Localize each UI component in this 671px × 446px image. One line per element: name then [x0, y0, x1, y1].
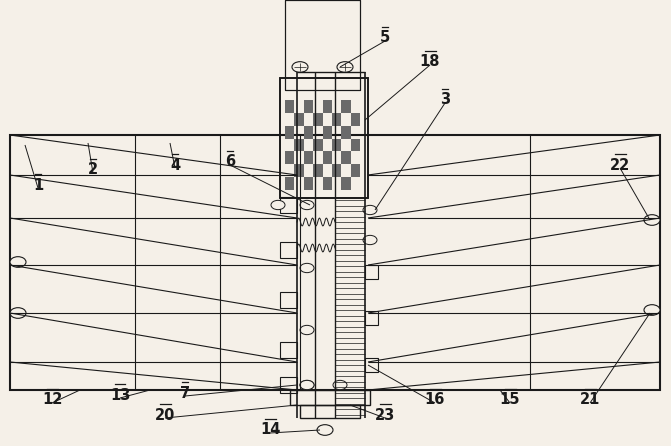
Bar: [280, 292, 297, 308]
Circle shape: [292, 62, 308, 72]
Bar: [323, 126, 332, 139]
Circle shape: [300, 200, 314, 210]
Text: 12: 12: [42, 392, 62, 408]
Bar: [10, 135, 660, 390]
Bar: [342, 126, 351, 139]
Bar: [365, 265, 378, 279]
Text: 15: 15: [500, 392, 520, 408]
Bar: [285, 0, 360, 90]
Circle shape: [644, 305, 660, 315]
Circle shape: [10, 257, 26, 267]
Circle shape: [363, 235, 377, 245]
Circle shape: [317, 425, 333, 435]
Bar: [365, 311, 378, 325]
Text: 6: 6: [225, 154, 235, 169]
Circle shape: [337, 62, 353, 72]
Bar: [285, 0, 360, 90]
Bar: [332, 164, 342, 177]
Circle shape: [333, 380, 347, 390]
Circle shape: [300, 380, 314, 390]
Bar: [285, 177, 295, 190]
Text: 21: 21: [580, 392, 600, 408]
Bar: [285, 100, 295, 113]
Text: 1: 1: [33, 178, 43, 193]
Bar: [323, 152, 332, 164]
Bar: [280, 78, 368, 198]
Bar: [304, 177, 313, 190]
Circle shape: [300, 325, 314, 334]
Text: 2: 2: [88, 162, 98, 178]
Text: 7: 7: [180, 385, 190, 401]
Bar: [342, 100, 351, 113]
Text: 4: 4: [170, 157, 180, 173]
Circle shape: [363, 205, 377, 215]
Bar: [300, 405, 360, 418]
Bar: [313, 139, 323, 152]
Circle shape: [300, 380, 314, 390]
Text: 16: 16: [425, 392, 445, 408]
Bar: [290, 390, 370, 405]
Text: 18: 18: [420, 54, 440, 70]
Bar: [280, 197, 297, 213]
Circle shape: [10, 308, 26, 318]
Text: 3: 3: [440, 92, 450, 107]
Text: 14: 14: [260, 422, 280, 438]
Text: 23: 23: [375, 408, 395, 422]
Bar: [285, 126, 295, 139]
Circle shape: [644, 215, 660, 225]
Bar: [323, 177, 332, 190]
Bar: [295, 113, 304, 126]
Bar: [332, 139, 342, 152]
Bar: [342, 177, 351, 190]
Bar: [280, 78, 368, 198]
Bar: [304, 152, 313, 164]
Bar: [342, 152, 351, 164]
Bar: [304, 126, 313, 139]
Bar: [313, 164, 323, 177]
Bar: [332, 113, 342, 126]
Circle shape: [300, 263, 314, 273]
Bar: [304, 100, 313, 113]
Bar: [285, 152, 295, 164]
Bar: [280, 342, 297, 358]
Text: 22: 22: [610, 157, 630, 173]
Bar: [323, 100, 332, 113]
Bar: [365, 358, 378, 372]
Text: 5: 5: [380, 30, 390, 45]
Bar: [313, 113, 323, 126]
Bar: [351, 113, 360, 126]
Text: 13: 13: [110, 388, 130, 402]
Bar: [295, 164, 304, 177]
Bar: [351, 139, 360, 152]
Bar: [280, 242, 297, 258]
Bar: [295, 139, 304, 152]
Bar: [351, 164, 360, 177]
Text: 20: 20: [155, 408, 175, 422]
Circle shape: [271, 200, 285, 210]
Bar: [280, 377, 297, 393]
